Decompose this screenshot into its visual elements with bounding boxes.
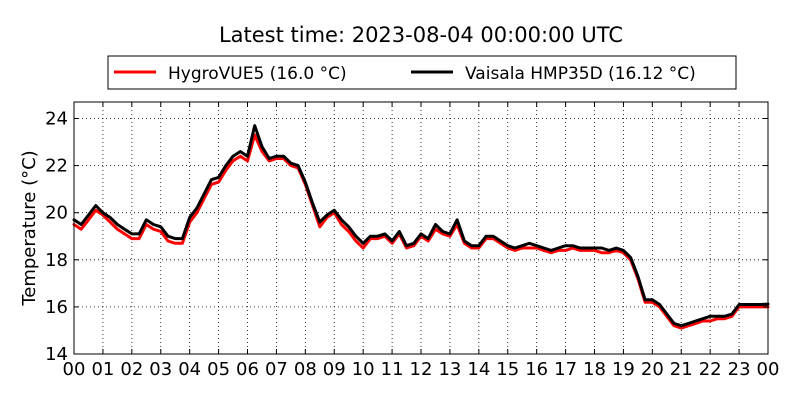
x-axis-tick-labels: 00 01 02 03 04 05 06 07 08 09 10 11 12 13 14 15 16 17 18 19…: [63, 359, 780, 380]
x-tick-label: 09: [323, 359, 346, 380]
x-tick-label: 18: [583, 359, 606, 380]
axis-ticks: [73, 102, 769, 355]
grid: [74, 102, 768, 354]
y-tick-label: 18: [45, 250, 68, 271]
x-tick-label: 00: [757, 359, 780, 380]
x-tick-label: 06: [236, 359, 259, 380]
series-line-vaisala: [72, 124, 770, 328]
x-tick-label: 14: [467, 359, 490, 380]
x-tick-label: 19: [612, 359, 635, 380]
x-tick-label: 07: [265, 359, 288, 380]
x-tick-label: 21: [670, 359, 693, 380]
x-tick-label: 03: [149, 359, 172, 380]
chart-title: Latest time: 2023-08-04 00:00:00 UTC: [219, 23, 623, 47]
x-tick-label: 04: [178, 359, 201, 380]
x-tick-label: 13: [438, 359, 461, 380]
y-tick-label: 14: [45, 344, 68, 365]
y-tick-label: 24: [45, 108, 68, 129]
x-tick-label: 01: [91, 359, 114, 380]
x-tick-label: 12: [410, 359, 433, 380]
legend: HygroVUE5 (16.0 °C) Vaisala HMP35D (16.1…: [107, 55, 737, 90]
y-tick-label: 22: [45, 156, 68, 177]
x-tick-label: 23: [728, 359, 751, 380]
x-tick-label: 10: [352, 359, 375, 380]
plot-area: [73, 101, 769, 355]
x-tick-label: 11: [381, 359, 404, 380]
legend-label-vaisala: Vaisala HMP35D (16.12 °C): [465, 64, 696, 84]
x-tick-label: 22: [699, 359, 722, 380]
y-tick-label: 20: [45, 203, 68, 224]
legend-label-hygrovue5: HygroVUE5 (16.0 °C): [168, 64, 347, 84]
x-tick-label: 08: [294, 359, 317, 380]
series-layer: [72, 124, 770, 330]
x-tick-label: 02: [120, 359, 143, 380]
x-tick-label: 05: [207, 359, 230, 380]
y-tick-label: 16: [45, 297, 68, 318]
x-tick-label: 15: [496, 359, 519, 380]
x-tick-label: 00: [63, 359, 86, 380]
x-tick-label: 16: [525, 359, 548, 380]
y-axis-tick-labels: 14 16 18 20 22 24: [45, 108, 68, 365]
x-tick-label: 17: [554, 359, 577, 380]
series-line-hygrovue5: [72, 133, 770, 330]
x-tick-label: 20: [641, 359, 664, 380]
y-axis-label: Temperature (°C): [19, 150, 40, 306]
